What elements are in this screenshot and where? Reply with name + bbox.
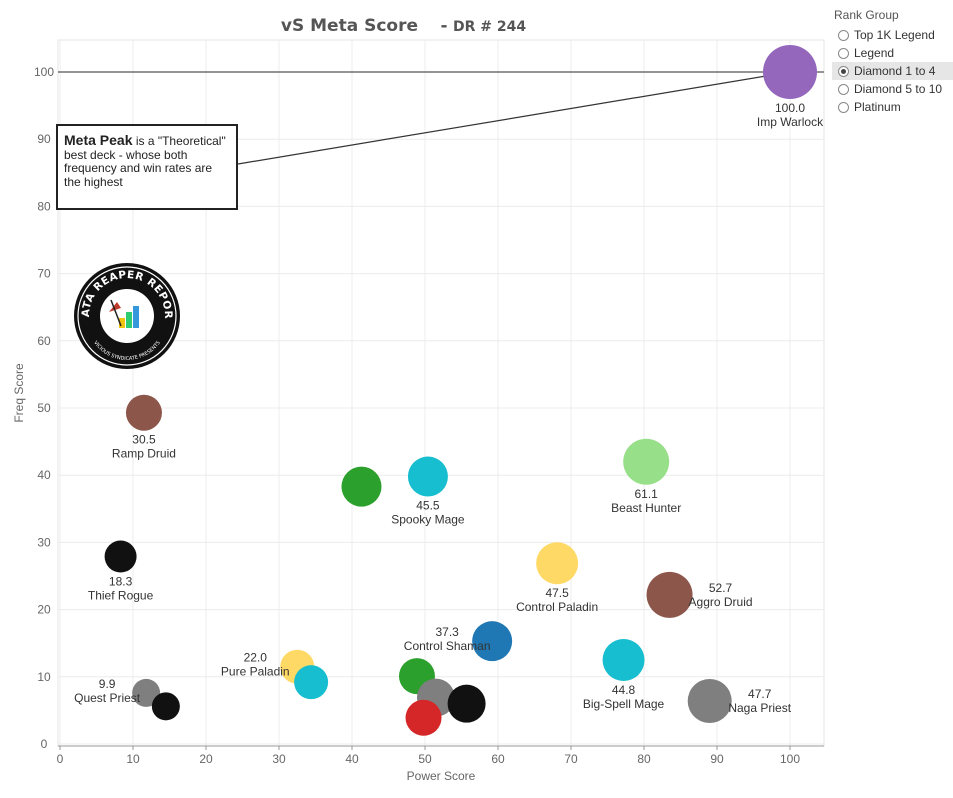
data-reaper-logo: DATA REAPER REPORT VICIOUS SYNDICATE PRE… xyxy=(74,263,180,369)
point-naga-priest xyxy=(687,678,732,723)
point-score-label: 45.5 xyxy=(416,499,440,513)
x-tick-label: 60 xyxy=(491,752,505,766)
point-ramp-druid xyxy=(125,394,162,431)
point-name-label: Spooky Mage xyxy=(391,513,465,527)
y-axis-label: Freq Score xyxy=(12,363,26,423)
annotation-text: is a "Theoretical" best deck - whose bot… xyxy=(64,134,226,189)
y-tick-label: 0 xyxy=(41,737,48,751)
point-name-label: Ramp Druid xyxy=(112,447,176,461)
legend-option-label: Legend xyxy=(854,46,895,60)
point-name-label: Naga Priest xyxy=(728,701,791,715)
point-unlabeled xyxy=(294,665,329,700)
point-control-shaman xyxy=(472,621,513,662)
point-name-label: Pure Paladin xyxy=(221,665,290,679)
point-score-label: 100.0 xyxy=(775,101,805,115)
y-tick-label: 100 xyxy=(34,65,54,79)
y-tick-label: 40 xyxy=(37,468,51,482)
point-score-label: 30.5 xyxy=(132,433,156,447)
legend-option-label: Top 1K Legend xyxy=(854,28,935,42)
x-tick-label: 70 xyxy=(564,752,578,766)
legend-option-legend[interactable]: Legend xyxy=(832,44,953,62)
point-score-label: 47.7 xyxy=(748,687,772,701)
y-tick-label: 20 xyxy=(37,603,51,617)
x-tick-label: 40 xyxy=(345,752,359,766)
annotation-bold: Meta Peak xyxy=(64,132,133,148)
chart-title: vS Meta Score xyxy=(281,16,418,36)
point-name-label: Quest Priest xyxy=(74,691,141,705)
legend-option-top-1k-legend[interactable]: Top 1K Legend xyxy=(832,26,953,44)
point-score-label: 47.5 xyxy=(545,586,569,600)
point-name-label: Big-Spell Mage xyxy=(583,697,665,711)
x-axis-label: Power Score xyxy=(407,769,476,783)
point-unlabeled xyxy=(447,684,486,723)
radio-icon xyxy=(838,65,849,77)
point-name-label: Thief Rogue xyxy=(88,589,154,603)
legend-title: Rank Group xyxy=(834,8,899,22)
point-name-label: Aggro Druid xyxy=(689,595,753,609)
chart-subtitle: DR # 244 xyxy=(453,19,526,35)
point-spooky-mage xyxy=(407,456,448,497)
y-tick-label: 30 xyxy=(37,535,51,549)
y-tick-label: 70 xyxy=(37,267,51,281)
x-tick-label: 0 xyxy=(57,752,64,766)
axes: 0 10 20 30 40 50 60 70 80 90 100 0 10 20 30 40 50 60 70 80 9… xyxy=(34,65,824,766)
legend-option-label: Diamond 5 to 10 xyxy=(854,82,943,96)
point-beast-hunter xyxy=(623,438,670,485)
radio-icon xyxy=(838,83,849,95)
y-tick-label: 80 xyxy=(37,199,51,213)
point-unlabeled xyxy=(151,692,180,721)
point-name-label: Beast Hunter xyxy=(611,501,681,515)
meta-peak-annotation: Meta Peak is a "Theoretical" best deck -… xyxy=(56,124,238,210)
legend-options: Top 1K Legend Legend Diamond 1 to 4 Diamond… xyxy=(832,26,953,116)
point-score-label: 22.0 xyxy=(244,651,268,665)
x-tick-label: 10 xyxy=(126,752,140,766)
y-tick-label: 10 xyxy=(37,670,51,684)
point-score-label: 18.3 xyxy=(109,575,133,589)
point-control-paladin xyxy=(536,542,579,585)
point-score-label: 9.9 xyxy=(99,677,116,691)
point-aggro-druid xyxy=(646,571,693,618)
legend-option-diamond-1-to-4[interactable]: Diamond 1 to 4 xyxy=(832,62,953,80)
radio-icon xyxy=(838,101,849,113)
point-name-label: Control Paladin xyxy=(516,600,598,614)
point-thief-rogue xyxy=(104,540,137,573)
arrow-shaft xyxy=(237,71,788,165)
point-imp-warlock xyxy=(763,45,817,99)
radio-icon xyxy=(838,47,849,59)
y-tick-label: 90 xyxy=(37,132,51,146)
chart-title-separator: - xyxy=(440,16,447,36)
point-unlabeled xyxy=(341,466,382,507)
rank-group-legend: Rank Group Top 1K Legend Legend Diamond 1 … xyxy=(832,8,953,116)
x-tick-label: 50 xyxy=(418,752,432,766)
y-tick-label: 50 xyxy=(37,401,51,415)
point-quest-priest xyxy=(132,678,161,707)
x-tick-label: 90 xyxy=(710,752,724,766)
point-score-label: 44.8 xyxy=(612,683,636,697)
legend-option-platinum[interactable]: Platinum xyxy=(832,98,953,116)
point-name-label: Control Shaman xyxy=(404,639,491,653)
point-name-label: Imp Warlock xyxy=(757,115,824,129)
point-big-spell-mage xyxy=(602,639,645,681)
point-score-label: 52.7 xyxy=(709,581,733,595)
point-score-label: 61.1 xyxy=(635,487,659,501)
y-tick-label: 60 xyxy=(37,334,51,348)
point-score-label: 37.3 xyxy=(435,625,459,639)
point-unlabeled xyxy=(405,699,442,736)
x-tick-label: 80 xyxy=(637,752,651,766)
legend-option-label: Diamond 1 to 4 xyxy=(854,64,936,78)
legend-option-label: Platinum xyxy=(854,100,901,114)
radio-icon xyxy=(838,29,849,41)
legend-option-diamond-5-to-10[interactable]: Diamond 5 to 10 xyxy=(832,80,953,98)
x-tick-label: 20 xyxy=(199,752,213,766)
data-points xyxy=(104,45,817,736)
x-tick-label: 100 xyxy=(780,752,800,766)
x-tick-label: 30 xyxy=(272,752,286,766)
